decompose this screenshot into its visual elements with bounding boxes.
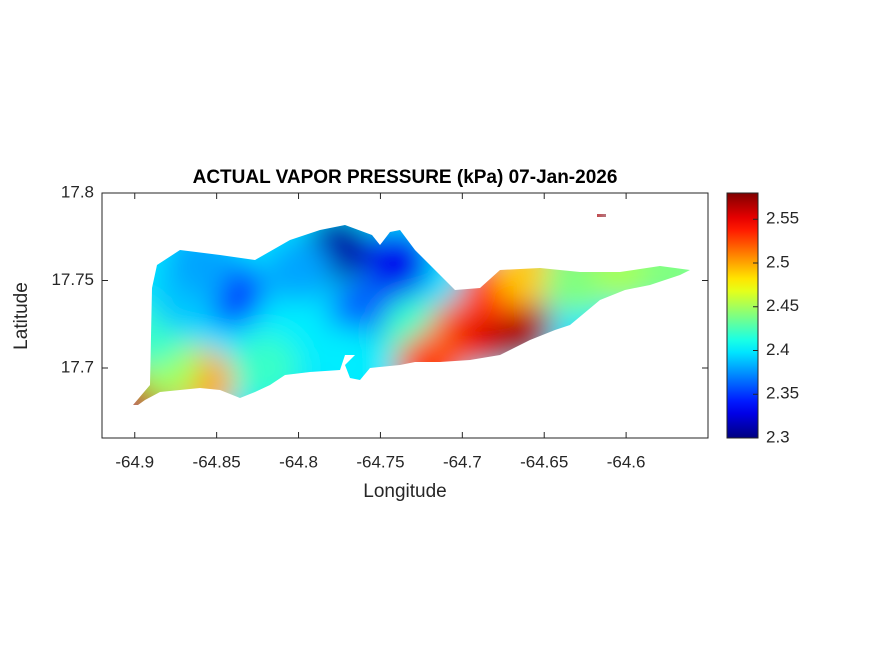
axes-box [101,192,709,439]
colorbar-tick-label: 2.4 [766,340,790,359]
x-axis-label: Longitude [363,481,446,502]
x-tick-label: -64.75 [356,452,404,471]
y-tick-label: 17.8 [61,182,94,201]
y-axis-label: Latitude [11,282,32,350]
x-tick-label: -64.9 [115,452,154,471]
colorbar [726,192,759,439]
y-tick-label: 17.75 [51,270,94,289]
x-tick-label: -64.65 [520,452,568,471]
colorbar-tick-label: 2.45 [766,296,799,315]
colorbar-tick-label: 2.3 [766,427,790,446]
y-tick-label: 17.7 [61,357,94,376]
colorbar-tick-label: 2.35 [766,384,799,403]
colorbar-tick-label: 2.5 [766,252,790,271]
colorbar-tick-label: 2.55 [766,209,799,228]
field-sample [264,237,333,306]
x-tick-label: -64.7 [443,452,482,471]
chart-title: ACTUAL VAPOR PRESSURE (kPa) 07-Jan-2026 [193,167,618,188]
x-tick-label: -64.8 [279,452,318,471]
x-tick-label: -64.6 [607,452,646,471]
x-tick-label: -64.85 [193,452,241,471]
